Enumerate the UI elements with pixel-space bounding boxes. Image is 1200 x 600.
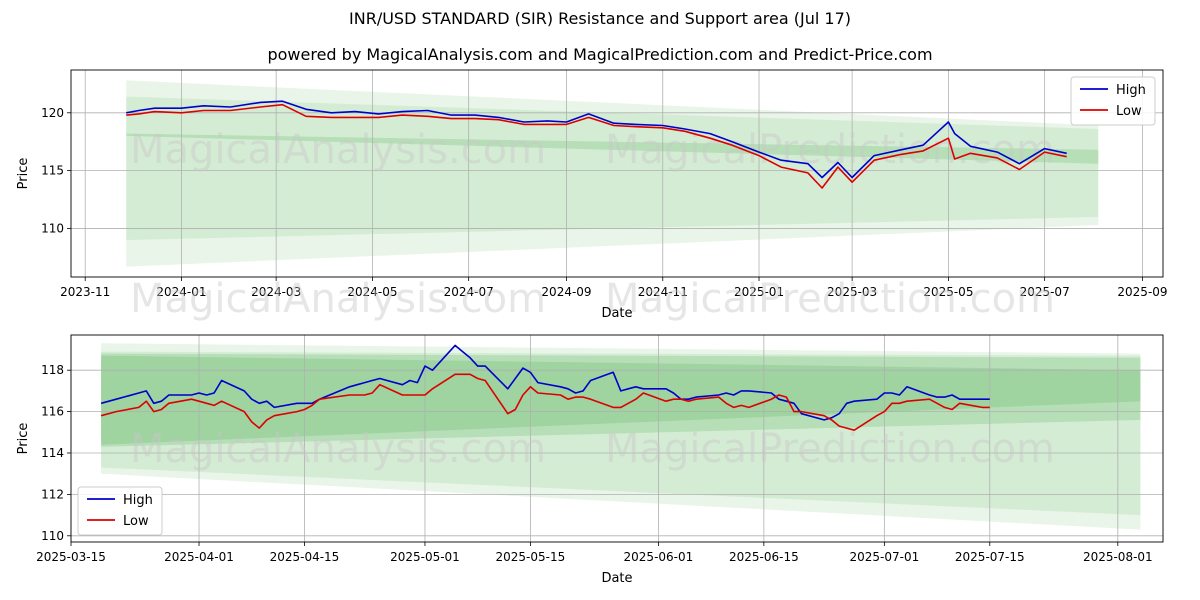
x-tick-label: 2025-04-15 [270,550,340,564]
chart-title: INR/USD STANDARD (SIR) Resistance and Su… [349,9,851,28]
series-line-low [126,103,1067,189]
watermark-text: MagicalAnalysis.com [130,426,546,472]
y-tick-label: 116 [41,405,64,419]
x-tick-label: 2024-11 [638,285,688,299]
x-tick-label: 2025-06-01 [624,550,694,564]
x-tick-label: 2024-07 [444,285,494,299]
legend-label-high: High [123,493,153,508]
watermark-text: MagicalPrediction.com [605,426,1055,472]
plot-frame [70,69,1164,278]
x-tick-label: 2023-11 [60,285,110,299]
x-tick-label: 2025-08-01 [1083,550,1153,564]
support-resistance-band [126,133,1099,164]
x-tick-label: 2025-07 [1020,285,1070,299]
support-resistance-band [101,343,1141,530]
y-axis-label: Price [16,158,31,190]
x-tick-label: 2024-01 [156,285,206,299]
y-tick-label: 110 [41,529,64,543]
support-resistance-band [126,96,1099,240]
x-tick-label: 2025-05 [923,285,973,299]
y-tick-label: 115 [41,164,64,178]
x-tick-label: 2024-05 [347,285,397,299]
series-line-high [100,344,990,421]
y-tick-label: 110 [41,221,64,235]
legend-label-low: Low [123,514,149,529]
x-tick-label: 2024-09 [541,285,591,299]
x-tick-label: 2025-07-01 [849,550,919,564]
legend-label-high: High [1116,83,1146,98]
watermark-text: MagicalAnalysis.com [130,127,546,173]
x-tick-label: 2025-03-15 [36,550,106,564]
support-resistance-band [101,355,1141,445]
chart-panel-1: 2023-11 2024-01 2024-03 2024-05 2024-07 2024-… [16,69,1168,322]
x-tick-label: 2025-06-15 [729,550,799,564]
chart-panel-2: 2025-03-15 2025-04-01 2025-04-15 2025-05-01… [16,334,1164,586]
support-resistance-band [101,353,1141,447]
y-tick-label: 112 [41,487,64,501]
x-tick-label: 2025-04-01 [164,550,234,564]
support-resistance-band [126,80,1099,267]
y-tick-label: 118 [41,363,64,377]
series-line-low [100,373,990,431]
watermark-text: MagicalPrediction.com [605,127,1055,173]
x-tick-label: 2025-07-15 [955,550,1025,564]
y-tick-label: 120 [41,106,64,120]
y-tick-label: 114 [41,446,64,460]
x-axis-label: Date [601,571,632,586]
legend: High Low [1070,76,1156,126]
x-tick-label: 2025-03 [827,285,877,299]
chart-subtitle: powered by MagicalAnalysis.com and Magic… [267,45,933,64]
watermark-text: MagicalAnalysis.com [130,276,546,322]
support-resistance-band [101,351,1141,516]
watermark-text: MagicalPrediction.com [605,276,1055,322]
x-tick-label: 2025-09 [1117,285,1167,299]
legend-label-low: Low [1116,104,1142,119]
x-tick-label: 2025-05-15 [496,550,566,564]
x-tick-label: 2025-01 [734,285,784,299]
plot-frame [70,334,1164,543]
series-line-high [126,100,1067,179]
x-axis-label: Date [601,306,632,321]
legend: High Low [77,486,163,536]
x-tick-label: 2024-03 [251,285,301,299]
x-tick-label: 2025-05-01 [390,550,460,564]
y-axis-label: Price [16,423,31,455]
